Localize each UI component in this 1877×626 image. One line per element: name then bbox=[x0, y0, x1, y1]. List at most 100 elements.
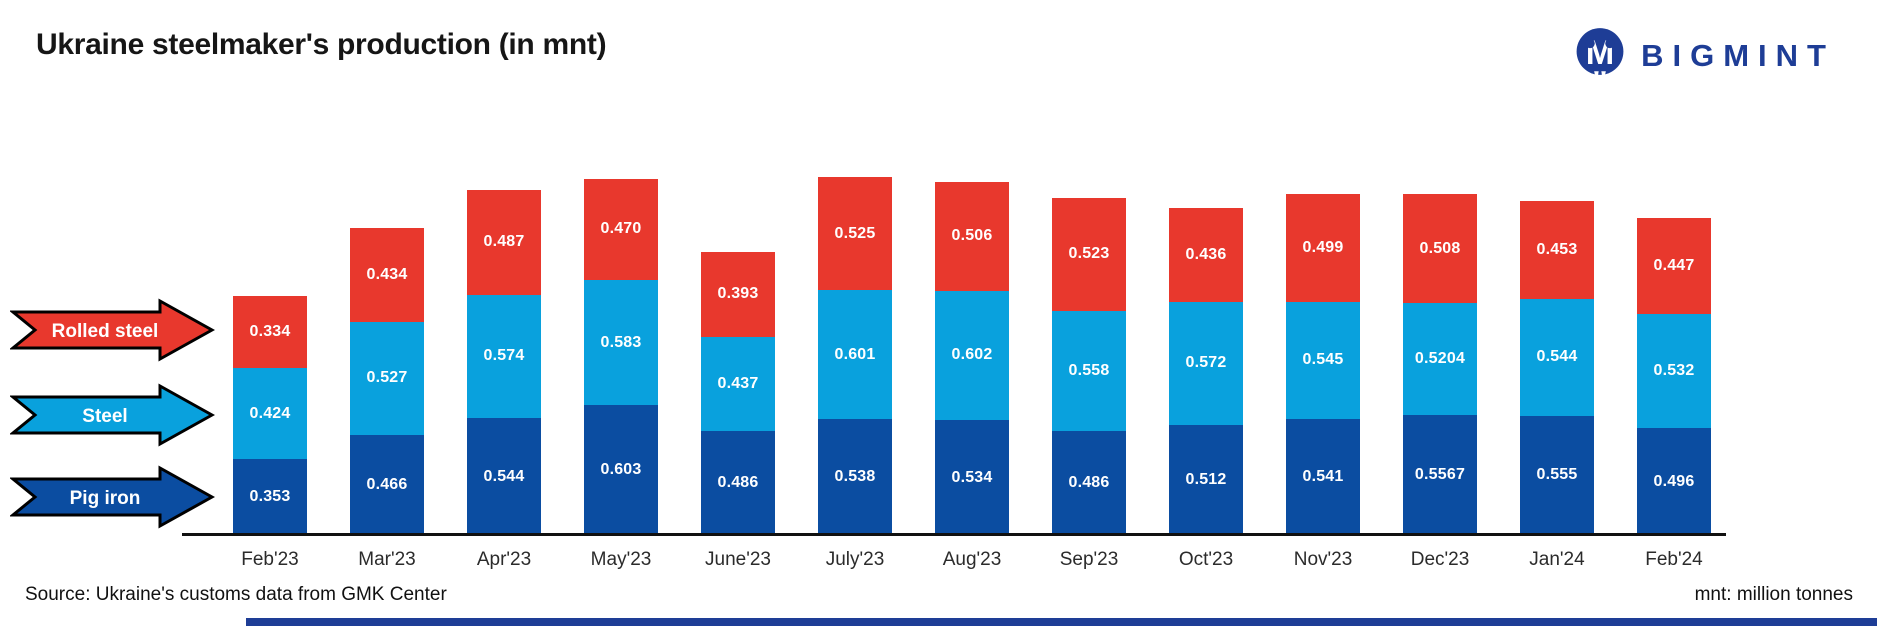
value-label: 0.558 bbox=[1068, 361, 1110, 379]
bar-segment-pig_iron: 0.486 bbox=[701, 430, 775, 535]
bottom-accent-strip bbox=[246, 618, 1877, 626]
bigmint-logo-icon: M bbox=[1576, 28, 1624, 84]
brand-logo: M BIGMINT bbox=[1573, 24, 1835, 88]
bar-segment-rolled_steel: 0.453 bbox=[1520, 201, 1594, 299]
source-note: Source: Ukraine's customs data from GMK … bbox=[25, 584, 447, 605]
value-label: 0.602 bbox=[951, 346, 993, 364]
value-label: 0.334 bbox=[249, 323, 291, 341]
bar-column: 0.499 0.545 0.541 bbox=[1286, 194, 1360, 535]
value-label: 0.544 bbox=[1536, 348, 1578, 366]
bar-segment-rolled_steel: 0.508 bbox=[1403, 194, 1477, 304]
bar-segment-steel: 0.558 bbox=[1052, 310, 1126, 431]
value-label: 0.523 bbox=[1068, 245, 1110, 263]
bar-segment-pig_iron: 0.512 bbox=[1169, 424, 1243, 535]
value-label: 0.393 bbox=[717, 285, 759, 303]
bar-segment-pig_iron: 0.538 bbox=[818, 419, 892, 535]
value-label: 0.434 bbox=[366, 265, 408, 283]
x-axis-tick-label: Nov'23 bbox=[1293, 549, 1353, 570]
value-label: 0.541 bbox=[1302, 467, 1344, 485]
value-label: 0.572 bbox=[1185, 354, 1227, 372]
value-label: 0.538 bbox=[834, 468, 876, 486]
value-label: 0.574 bbox=[483, 347, 525, 365]
x-axis-tick-label: July'23 bbox=[825, 549, 885, 570]
value-label: 0.466 bbox=[366, 475, 408, 493]
value-label: 0.437 bbox=[717, 374, 759, 392]
bar-column: 0.434 0.527 0.466 bbox=[350, 228, 424, 535]
value-label: 0.506 bbox=[951, 227, 993, 245]
brand-wordmark: BIGMINT bbox=[1641, 38, 1835, 73]
x-axis-tick-label: Sep'23 bbox=[1059, 549, 1119, 570]
bar-column: 0.523 0.558 0.486 bbox=[1052, 198, 1126, 535]
bar-segment-rolled_steel: 0.506 bbox=[935, 182, 1009, 291]
value-label: 0.486 bbox=[1068, 473, 1110, 491]
value-label: 0.499 bbox=[1302, 238, 1344, 256]
bar-segment-steel: 0.601 bbox=[818, 290, 892, 420]
bar-column: 0.447 0.532 0.496 bbox=[1637, 217, 1711, 535]
bar-column: 0.436 0.572 0.512 bbox=[1169, 208, 1243, 535]
bar-segment-rolled_steel: 0.447 bbox=[1637, 217, 1711, 314]
bar-segment-rolled_steel: 0.393 bbox=[701, 252, 775, 337]
value-label: 0.512 bbox=[1185, 470, 1227, 488]
bar-segment-pig_iron: 0.555 bbox=[1520, 415, 1594, 535]
legend-arrow-pig-iron: Pig iron bbox=[10, 465, 215, 529]
bar-segment-rolled_steel: 0.436 bbox=[1169, 208, 1243, 302]
bar-column: 0.508 0.5204 0.5567 bbox=[1403, 194, 1477, 535]
value-label: 0.603 bbox=[600, 461, 642, 479]
bar-segment-pig_iron: 0.486 bbox=[1052, 430, 1126, 535]
bar-segment-pig_iron: 0.541 bbox=[1286, 418, 1360, 535]
bar-segment-pig_iron: 0.544 bbox=[467, 418, 541, 535]
x-axis-line bbox=[182, 533, 1726, 536]
value-label: 0.487 bbox=[483, 233, 525, 251]
bar-column: 0.506 0.602 0.534 bbox=[935, 182, 1009, 535]
value-label: 0.532 bbox=[1653, 362, 1695, 380]
value-label: 0.470 bbox=[600, 220, 642, 238]
bar-segment-steel: 0.583 bbox=[584, 280, 658, 406]
legend-label-pig-iron: Pig iron bbox=[70, 488, 141, 509]
bar-column: 0.453 0.544 0.555 bbox=[1520, 201, 1594, 535]
bar-segment-steel: 0.437 bbox=[701, 336, 775, 431]
legend-label-rolled-steel: Rolled steel bbox=[52, 321, 159, 342]
bar-segment-rolled_steel: 0.334 bbox=[233, 296, 307, 368]
x-axis-tick-label: May'23 bbox=[590, 549, 652, 570]
chart-legend: Rolled steel Steel Pig iron bbox=[0, 0, 230, 626]
value-label: 0.436 bbox=[1185, 246, 1227, 264]
bar-segment-rolled_steel: 0.487 bbox=[467, 189, 541, 295]
value-label: 0.508 bbox=[1419, 239, 1461, 257]
value-label: 0.5204 bbox=[1414, 350, 1466, 368]
value-label: 0.486 bbox=[717, 473, 759, 491]
bar-segment-steel: 0.545 bbox=[1286, 301, 1360, 419]
legend-arrow-steel: Steel bbox=[10, 383, 215, 447]
bar-column: 0.487 0.574 0.544 bbox=[467, 189, 541, 535]
bar-column: 0.470 0.583 0.603 bbox=[584, 178, 658, 535]
bar-segment-pig_iron: 0.353 bbox=[233, 459, 307, 535]
bar-segment-pig_iron: 0.603 bbox=[584, 405, 658, 535]
bar-segment-rolled_steel: 0.525 bbox=[818, 177, 892, 291]
value-label: 0.447 bbox=[1653, 256, 1695, 274]
value-label: 0.453 bbox=[1536, 241, 1578, 259]
value-label: 0.424 bbox=[249, 404, 291, 422]
value-label: 0.583 bbox=[600, 333, 642, 351]
value-label: 0.544 bbox=[483, 467, 525, 485]
plot-area: 0.334 0.424 0.353 0.434 0.527 0.466 0.487 0.574… bbox=[233, 135, 1723, 535]
bar-segment-steel: 0.424 bbox=[233, 367, 307, 460]
bar-column: 0.334 0.424 0.353 bbox=[233, 296, 307, 535]
value-label: 0.545 bbox=[1302, 351, 1344, 369]
value-label: 0.555 bbox=[1536, 466, 1578, 484]
page-title: Ukraine steelmaker's production (in mnt) bbox=[36, 28, 607, 61]
x-axis-tick-label: Oct'23 bbox=[1178, 549, 1234, 570]
bar-segment-rolled_steel: 0.434 bbox=[350, 228, 424, 322]
x-axis-labels: Feb'23 Mar'23 Apr'23 May'23 June'23 July'23 Au… bbox=[233, 549, 1723, 579]
bar-segment-steel: 0.532 bbox=[1637, 314, 1711, 429]
bar-segment-rolled_steel: 0.499 bbox=[1286, 194, 1360, 302]
bar-segment-pig_iron: 0.5567 bbox=[1403, 415, 1477, 535]
bar-column: 0.393 0.437 0.486 bbox=[701, 252, 775, 535]
bar-column: 0.525 0.601 0.538 bbox=[818, 177, 892, 535]
value-label: 0.527 bbox=[366, 369, 408, 387]
bar-segment-rolled_steel: 0.523 bbox=[1052, 198, 1126, 311]
value-label: 0.353 bbox=[249, 488, 291, 506]
bar-segment-pig_iron: 0.534 bbox=[935, 420, 1009, 535]
value-label: 0.496 bbox=[1653, 472, 1695, 490]
legend-arrow-rolled-steel: Rolled steel bbox=[10, 298, 215, 362]
x-axis-tick-label: Feb'24 bbox=[1645, 549, 1703, 570]
